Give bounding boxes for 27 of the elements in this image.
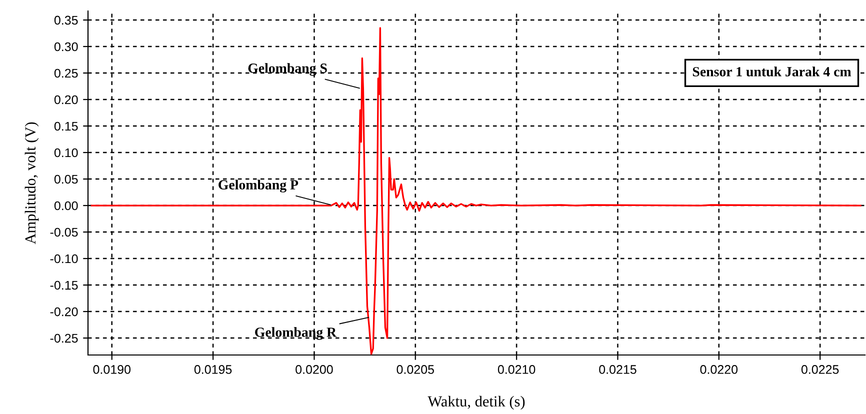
y-tick-label: -0.05 [50,228,78,237]
x-tick-label: 0.0225 [801,365,839,374]
x-tick-label: 0.0220 [700,365,738,374]
y-tick-label: -0.15 [50,280,78,290]
y-axis-title: Amplitudo, volt (V) [24,122,39,244]
x-tick-label: 0.0210 [498,365,536,374]
y-tick-label: 0.35 [54,16,78,25]
x-tick-label: 0.0205 [396,365,434,374]
x-tick-label: 0.0195 [194,365,232,374]
x-tick-label: 0.0190 [93,365,131,374]
y-tick-label: 0.25 [54,68,78,78]
y-tick-label: 0.30 [54,42,78,52]
y-tick-label: -0.25 [50,334,78,343]
annotation: Sensor 1 untuk Jarak 4 cm [692,66,852,76]
line-series [90,27,862,355]
x-axis-title: Waktu, detik (s) [428,396,525,410]
x-tick-label: 0.0215 [599,365,636,374]
y-tick-label: -0.10 [50,254,78,264]
y-tick-label: -0.20 [50,307,78,316]
y-tick-label: 0.15 [54,122,78,131]
y-tick-label: 0.00 [54,201,78,210]
annotation: Gelombang P [218,180,298,192]
y-tick-label: 0.05 [54,174,78,184]
y-tick-label: 0.10 [54,148,78,158]
x-tick-label: 0.0200 [296,365,333,374]
annotation: Gelombang R [255,327,337,340]
y-tick-label: 0.20 [54,95,78,104]
